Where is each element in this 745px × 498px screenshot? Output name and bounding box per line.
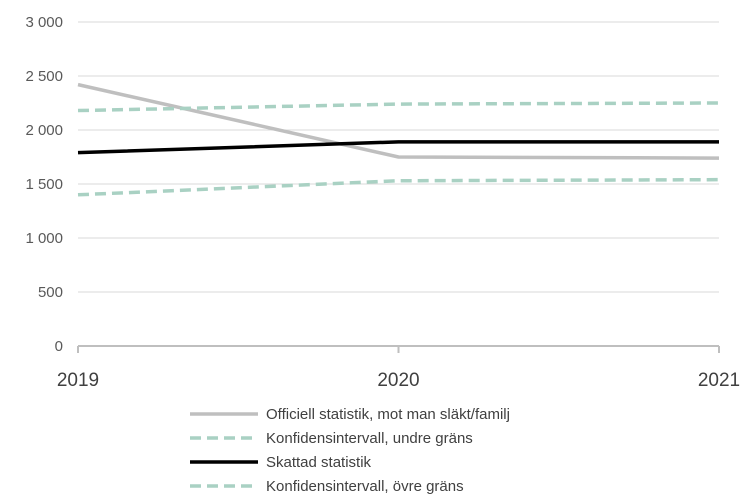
y-tick-label: 0	[55, 338, 63, 355]
series-line-4	[77, 177, 720, 197]
gridlines	[78, 21, 719, 293]
y-tick-label: 2 000	[25, 122, 63, 139]
series-line-3	[77, 140, 719, 155]
x-tick-label: 2019	[57, 370, 99, 391]
legend-label: Officiell statistik, mot man släkt/famil…	[266, 406, 510, 423]
legend-label: Skattad statistik	[266, 454, 372, 471]
legend: Officiell statistik, mot man släkt/famil…	[190, 406, 510, 495]
legend-label: Konfidensintervall, undre gräns	[266, 430, 473, 447]
y-tick-label: 3 000	[25, 14, 63, 31]
series-line-2	[77, 101, 720, 113]
y-tick-label: 2 500	[25, 68, 63, 85]
x-axis: 2019 2020 2021	[57, 345, 740, 391]
y-axis-ticks: 0 500 1 000 1 500 2 000 2 500 3 000	[25, 14, 63, 355]
series-lines	[77, 82, 720, 197]
y-tick-label: 1 500	[25, 176, 63, 193]
x-tick-label: 2021	[698, 370, 740, 391]
y-tick-label: 1 000	[25, 230, 63, 247]
x-tick-label: 2020	[377, 370, 419, 391]
series-line-1	[77, 82, 720, 160]
y-tick-label: 500	[38, 284, 63, 301]
legend-label: Konfidensintervall, övre gräns	[266, 478, 464, 495]
